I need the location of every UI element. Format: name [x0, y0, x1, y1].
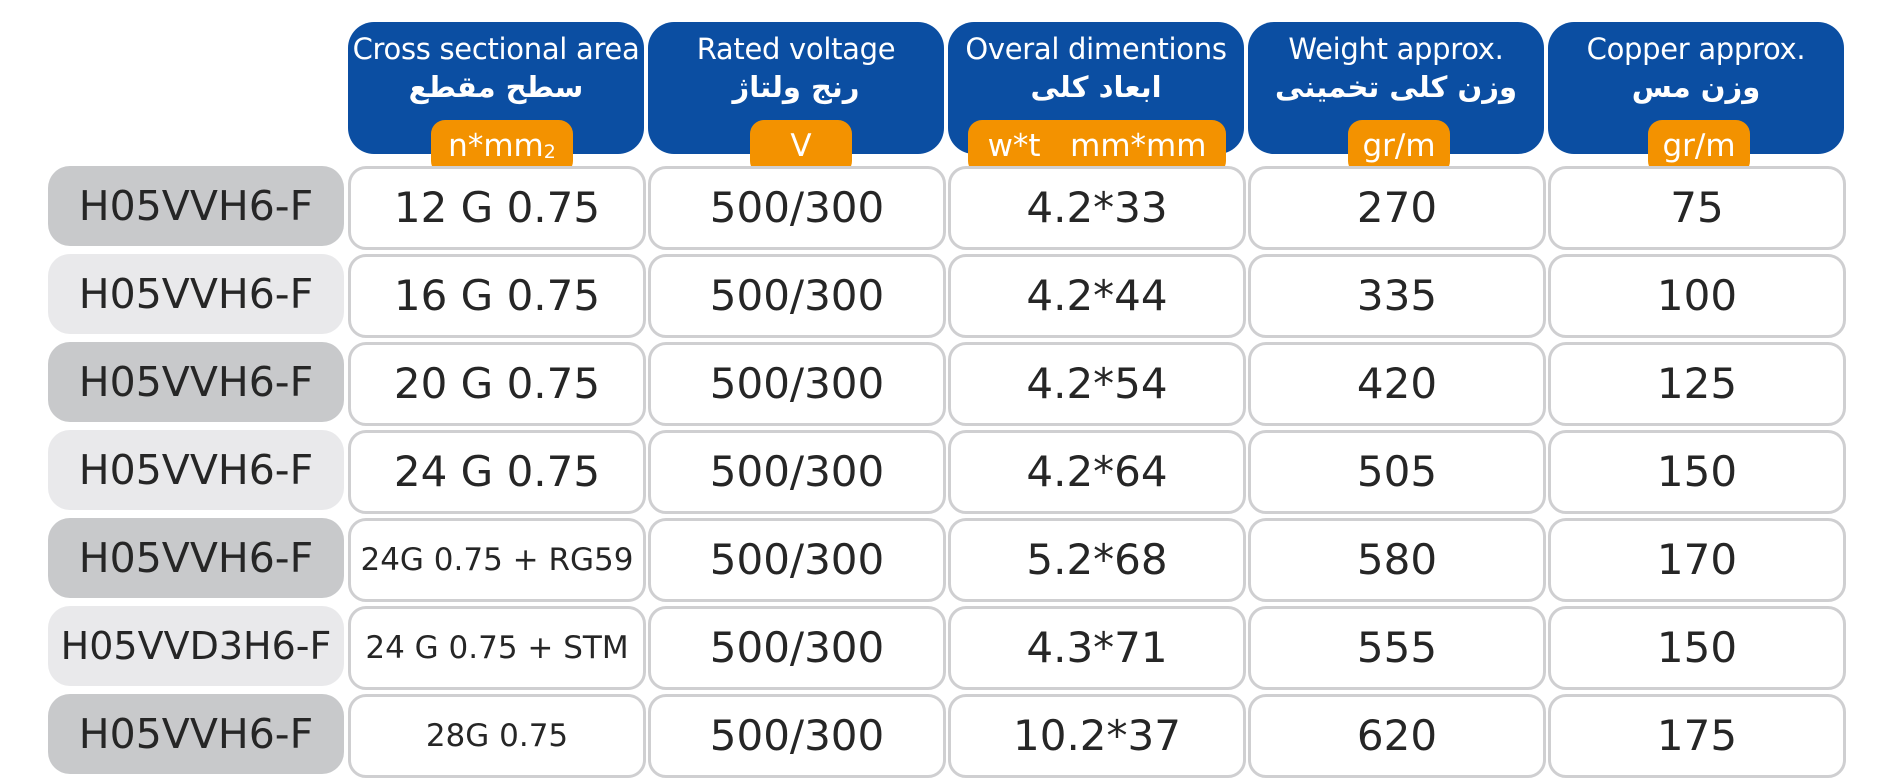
unit-badge-weight: gr/m [1348, 120, 1450, 175]
header-en: Overal dimentions [965, 32, 1227, 66]
cell-dimensions: 4.2*44 [948, 254, 1246, 338]
cell-cross-section: 24 G 0.75 + STM [348, 606, 646, 690]
cell-weight: 580 [1248, 518, 1546, 602]
unit-badge-area: n*mm2 [431, 120, 573, 175]
header-en: Rated voltage [696, 32, 896, 66]
row-label: H05VVH6-F [48, 694, 344, 774]
cell-dimensions: 4.2*33 [948, 166, 1246, 250]
header-en: Weight approx. [1288, 32, 1504, 66]
cell-weight: 270 [1248, 166, 1546, 250]
unit-text: gr/m [1662, 128, 1736, 164]
unit-text: w*t mm*mm [987, 128, 1207, 164]
unit-text: n*mm [448, 128, 544, 164]
cell-cross-section: 24G 0.75 + RG59 [348, 518, 646, 602]
cell-weight: 420 [1248, 342, 1546, 426]
unit-badge-voltage: V [750, 120, 852, 175]
cell-dimensions: 4.2*64 [948, 430, 1246, 514]
cell-copper: 150 [1548, 430, 1846, 514]
row-label: H05VVH6-F [48, 518, 344, 598]
header-fa: سطح مقطع [408, 70, 584, 104]
unit-text: gr/m [1362, 128, 1436, 164]
unit-superscript: 2 [543, 141, 556, 163]
cell-copper: 150 [1548, 606, 1846, 690]
cell-cross-section: 24 G 0.75 [348, 430, 646, 514]
cell-dimensions: 5.2*68 [948, 518, 1246, 602]
cell-weight: 505 [1248, 430, 1546, 514]
cell-dimensions: 10.2*37 [948, 694, 1246, 778]
cell-dimensions: 4.3*71 [948, 606, 1246, 690]
cell-voltage: 500/300 [648, 166, 946, 250]
cell-cross-section: 12 G 0.75 [348, 166, 646, 250]
unit-badge-dimensions: w*t mm*mm [968, 120, 1226, 175]
cell-voltage: 500/300 [648, 606, 946, 690]
unit-text: V [790, 128, 812, 164]
cell-voltage: 500/300 [648, 342, 946, 426]
cell-voltage: 500/300 [648, 518, 946, 602]
cell-cross-section: 20 G 0.75 [348, 342, 646, 426]
cell-dimensions: 4.2*54 [948, 342, 1246, 426]
cell-copper: 125 [1548, 342, 1846, 426]
cell-voltage: 500/300 [648, 254, 946, 338]
cell-copper: 175 [1548, 694, 1846, 778]
cell-copper: 75 [1548, 166, 1846, 250]
cell-weight: 620 [1248, 694, 1546, 778]
cell-copper: 170 [1548, 518, 1846, 602]
header-en: Cross sectional area [352, 32, 640, 66]
row-label: H05VVH6-F [48, 254, 344, 334]
cell-weight: 555 [1248, 606, 1546, 690]
header-en: Copper approx. [1586, 32, 1806, 66]
header-weight: Weight approx. وزن کلی تخمینی [1248, 22, 1544, 154]
header-rated-voltage: Rated voltage رنج ولتاژ [648, 22, 944, 154]
cell-copper: 100 [1548, 254, 1846, 338]
cell-weight: 335 [1248, 254, 1546, 338]
cell-cross-section: 16 G 0.75 [348, 254, 646, 338]
header-fa: وزن مس [1631, 70, 1761, 104]
row-label: H05VVH6-F [48, 342, 344, 422]
unit-badge-copper: gr/m [1648, 120, 1750, 175]
header-fa: ابعاد کلی [1030, 70, 1162, 104]
row-label: H05VVH6-F [48, 166, 344, 246]
cell-cross-section: 28G 0.75 [348, 694, 646, 778]
row-label: H05VVD3H6-F [48, 606, 344, 686]
header-fa: وزن کلی تخمینی [1275, 70, 1517, 104]
row-label: H05VVH6-F [48, 430, 344, 510]
cell-voltage: 500/300 [648, 430, 946, 514]
cell-voltage: 500/300 [648, 694, 946, 778]
header-fa: رنج ولتاژ [732, 70, 860, 104]
